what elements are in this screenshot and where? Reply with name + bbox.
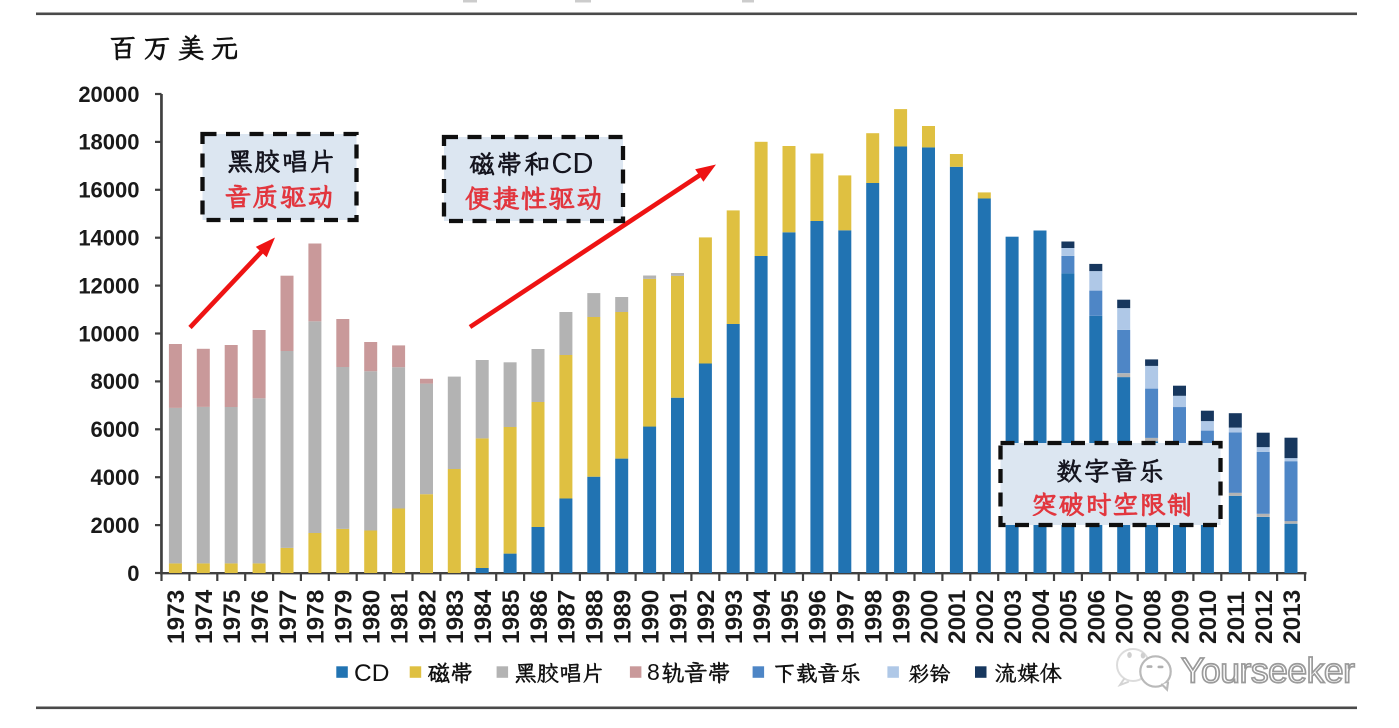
svg-text:2011: 2011 bbox=[1223, 591, 1250, 644]
svg-text:8000: 8000 bbox=[91, 369, 140, 394]
svg-text:2006: 2006 bbox=[1084, 590, 1111, 644]
svg-text:1973: 1973 bbox=[163, 590, 190, 644]
svg-text:1994: 1994 bbox=[749, 589, 776, 644]
svg-text:1992: 1992 bbox=[693, 590, 720, 644]
svg-text:1983: 1983 bbox=[442, 590, 469, 644]
svg-text:Yourseeker: Yourseeker bbox=[1181, 651, 1355, 691]
svg-text:2001: 2001 bbox=[944, 590, 971, 644]
svg-text:2002: 2002 bbox=[972, 590, 999, 644]
svg-text:1989: 1989 bbox=[610, 590, 637, 644]
svg-text:1997: 1997 bbox=[833, 590, 860, 644]
svg-text:1975: 1975 bbox=[219, 590, 246, 644]
svg-text:1977: 1977 bbox=[275, 590, 302, 644]
svg-text:1979: 1979 bbox=[331, 590, 358, 644]
svg-text:0: 0 bbox=[127, 561, 139, 586]
svg-text:2003: 2003 bbox=[1000, 590, 1027, 644]
svg-text:2009: 2009 bbox=[1167, 590, 1194, 644]
svg-text:2005: 2005 bbox=[1056, 590, 1083, 644]
svg-text:1976: 1976 bbox=[247, 590, 274, 644]
svg-text:8: 8 bbox=[647, 659, 660, 685]
svg-text:1986: 1986 bbox=[526, 590, 553, 644]
svg-text:10000: 10000 bbox=[78, 321, 139, 346]
svg-text:2010: 2010 bbox=[1195, 590, 1222, 644]
svg-text:1990: 1990 bbox=[637, 590, 664, 644]
svg-text:1988: 1988 bbox=[582, 590, 609, 644]
svg-text:2008: 2008 bbox=[1139, 590, 1166, 644]
svg-text:1981: 1981 bbox=[386, 590, 413, 644]
svg-text:6000: 6000 bbox=[91, 417, 140, 442]
svg-text:2007: 2007 bbox=[1112, 590, 1139, 644]
svg-text:12000: 12000 bbox=[78, 273, 139, 298]
svg-text:CD: CD bbox=[552, 148, 594, 180]
svg-text:1999: 1999 bbox=[888, 590, 915, 644]
svg-text:1987: 1987 bbox=[554, 590, 581, 644]
svg-text:1980: 1980 bbox=[359, 590, 386, 644]
svg-text:18000: 18000 bbox=[78, 130, 139, 155]
svg-text:2012: 2012 bbox=[1251, 590, 1278, 644]
svg-text:2000: 2000 bbox=[916, 590, 943, 644]
svg-text:4000: 4000 bbox=[91, 465, 140, 490]
svg-text:14000: 14000 bbox=[78, 226, 139, 251]
svg-text:1996: 1996 bbox=[805, 590, 832, 644]
svg-text:1982: 1982 bbox=[414, 590, 441, 644]
svg-text:2004: 2004 bbox=[1028, 589, 1055, 644]
svg-text:1978: 1978 bbox=[303, 590, 330, 644]
svg-text:1984: 1984 bbox=[470, 589, 497, 644]
svg-text:1985: 1985 bbox=[498, 590, 525, 644]
svg-text:2000: 2000 bbox=[91, 513, 140, 538]
svg-text:2013: 2013 bbox=[1279, 590, 1306, 644]
svg-text:1991: 1991 bbox=[665, 590, 692, 644]
svg-text:CD: CD bbox=[354, 660, 389, 687]
svg-text:1993: 1993 bbox=[721, 590, 748, 644]
svg-text:1995: 1995 bbox=[777, 590, 804, 644]
svg-text:20000: 20000 bbox=[78, 82, 139, 107]
svg-text:16000: 16000 bbox=[78, 178, 139, 203]
svg-text:1974: 1974 bbox=[191, 589, 218, 644]
svg-text:1998: 1998 bbox=[861, 590, 888, 644]
